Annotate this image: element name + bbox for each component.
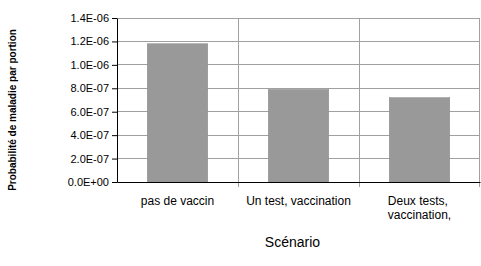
- x-axis-title: Scénario: [265, 234, 320, 250]
- y-tick-mark: [112, 18, 117, 19]
- category-boundary: [238, 18, 239, 187]
- x-axis: pas de vaccin Un test, vaccination Deux te…: [118, 182, 481, 222]
- bar: [389, 98, 450, 182]
- y-tick-mark: [112, 159, 117, 160]
- y-tick-mark: [112, 41, 117, 42]
- y-tick-label: 1.4E-06: [70, 12, 109, 24]
- category-boundary: [359, 18, 360, 187]
- y-tick: 0.0E+00: [68, 176, 117, 188]
- y-tick-mark: [112, 65, 117, 66]
- y-tick-label: 8.0E-07: [70, 82, 109, 94]
- y-axis: 0.0E+00 2.0E-07 4.0E-07 6.0E-07 8.0E-07 1.0E-…: [68, 12, 118, 188]
- y-tick: 4.0E-07: [70, 129, 117, 141]
- category-boundary: [479, 18, 480, 187]
- y-tick: 1.0E-06: [70, 59, 117, 71]
- y-tick: 1.2E-06: [70, 35, 117, 47]
- bars: [147, 44, 450, 182]
- y-tick-label: 4.0E-07: [70, 129, 109, 141]
- x-tick: Un test, vaccination: [246, 182, 351, 208]
- bar: [268, 89, 329, 182]
- y-tick-mark: [112, 112, 117, 113]
- y-tick-label: 6.0E-07: [70, 106, 109, 118]
- y-tick-mark: [112, 88, 117, 89]
- bar: [147, 44, 208, 182]
- grid-line: [117, 18, 480, 19]
- plot: 0.0E+00 2.0E-07 4.0E-07 6.0E-07 8.0E-07 1.0E-…: [68, 12, 481, 222]
- chart: 0.0E+00 2.0E-07 4.0E-07 6.0E-07 8.0E-07 1.0E-…: [0, 0, 481, 266]
- y-tick-label: 2.0E-07: [70, 153, 109, 165]
- y-tick-label: 1.0E-06: [70, 59, 109, 71]
- y-tick-label: 0.0E+00: [68, 176, 109, 188]
- y-tick-mark: [112, 135, 117, 136]
- grid-line: [117, 41, 480, 42]
- y-axis-line: [117, 19, 118, 183]
- y-tick: 1.4E-06: [70, 12, 117, 24]
- y-axis-title: Probabilité de maladie par portion: [7, 29, 18, 191]
- x-tick-label: Deux tests, vaccination,: [388, 194, 451, 222]
- x-tick: Deux tests, vaccination,: [388, 182, 451, 222]
- y-tick: 2.0E-07: [70, 153, 117, 165]
- x-tick: pas de vaccin: [141, 182, 214, 208]
- y-tick: 6.0E-07: [70, 106, 117, 118]
- x-tick-label: pas de vaccin: [141, 194, 214, 208]
- grid: [117, 18, 480, 187]
- y-tick: 8.0E-07: [70, 82, 117, 94]
- x-tick-label: Un test, vaccination: [246, 194, 351, 208]
- y-tick-label: 1.2E-06: [70, 35, 109, 47]
- x-axis-line: [118, 182, 481, 183]
- y-tick-mark: [112, 182, 117, 183]
